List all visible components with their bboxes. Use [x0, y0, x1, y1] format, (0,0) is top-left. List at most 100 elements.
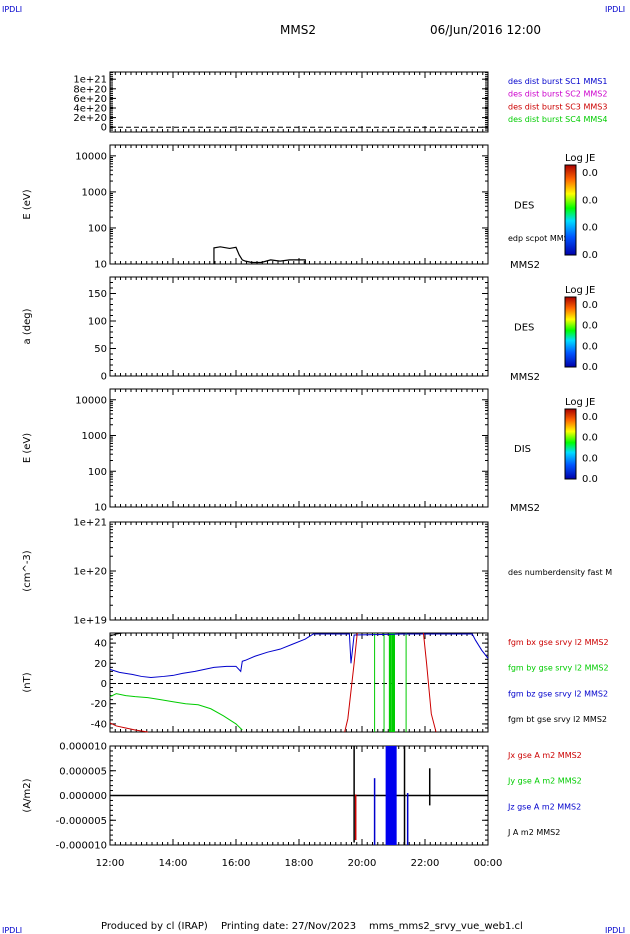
panel-p7: 0.000010 0.000005 0.000000 -0.000005 -0.0000… [22, 742, 582, 852]
y-tick-label: 40 [94, 639, 107, 650]
colorbar-tick-label: 0.0 [582, 433, 598, 444]
legend-entry: des dist burst SC1 MMS1 [508, 77, 607, 86]
panel-p3: 150 100 50 0 a (deg) DES MMS2 Log JE 0.0 0.0 0.0 0.… [22, 276, 598, 383]
spacecraft-title: MMS2 [280, 23, 316, 37]
legend-entry: fgm by gse srvy l2 MMS2 [508, 664, 609, 673]
colorbar-tick-label: 0.0 [582, 341, 598, 352]
y-tick-label: -20 [91, 699, 107, 710]
y-tick-label: 1000 [82, 187, 107, 198]
colorbar-tick-label: 0.0 [582, 321, 598, 332]
panel-frame [109, 276, 489, 377]
colorbar-title: Log JE [565, 397, 595, 408]
series-line-bx [422, 632, 437, 733]
y-tick-label: 1e+21 [73, 518, 107, 529]
y-axis-label: E (eV) [22, 433, 33, 463]
colorbar [564, 164, 577, 256]
time-tick-label: 00:00 [474, 858, 503, 869]
spacecraft-corner-label: MMS2 [510, 372, 540, 383]
series-line-bx [344, 632, 358, 733]
time-axis: 12:00 14:00 16:00 18:00 20:00 22:00 00:0… [96, 858, 503, 869]
y-tick-label: 10 [94, 503, 107, 514]
y-axis-label: E (eV) [22, 189, 33, 219]
colorbar-tick-label: 0.0 [582, 195, 598, 206]
jz-block [385, 746, 397, 845]
colorbar [564, 296, 577, 368]
series-line [109, 633, 489, 678]
corner-label-top-left: IPDLI [2, 5, 22, 14]
panel-p6: 40 20 0 -20 -40 (nT) fgm bx gse srvy l2 MMS2 fg… [22, 632, 609, 733]
y-axis-label: (nT) [22, 672, 33, 692]
colorbar-tick-label: 0.0 [582, 412, 598, 423]
colorbar-title: Log JE [565, 285, 595, 296]
y-tick-label: 10 [94, 260, 107, 271]
panel-frame [109, 388, 489, 508]
y-tick-label: 50 [94, 344, 107, 355]
colorbar-tick-label: 0.0 [582, 474, 598, 485]
y-tick-label: 0.000010 [59, 742, 107, 753]
panel-frame [109, 144, 489, 265]
time-tick-label: 12:00 [96, 858, 125, 869]
panel-frame [109, 71, 489, 133]
series-line [109, 722, 148, 733]
y-axis-label: a (deg) [22, 308, 33, 344]
colorbar-tick-label: 0.0 [582, 223, 598, 234]
series-line [109, 693, 243, 731]
y-tick-label: 100 [88, 467, 107, 478]
datetime-title: 06/Jun/2016 12:00 [430, 23, 541, 37]
y-tick-label: 0 [101, 123, 107, 134]
y-tick-label: -0.000010 [56, 841, 107, 852]
colorbar-tick-label: 0.0 [582, 168, 598, 179]
y-tick-label: 10000 [75, 395, 107, 406]
time-tick-label: 14:00 [159, 858, 188, 869]
overlay-line [213, 246, 306, 264]
y-tick-label: 0.000000 [59, 791, 107, 802]
legend-entry: des numberdensity fast M [508, 568, 612, 577]
y-tick-label: -0.000005 [56, 816, 107, 827]
series-line [109, 632, 123, 637]
legend-entry: J A m2 MMS2 [507, 828, 560, 837]
y-tick-label: 4e+20 [73, 104, 107, 115]
legend-entry: des dist burst SC2 MMS2 [508, 90, 607, 99]
legend-entry: des dist burst SC4 MMS4 [508, 115, 607, 124]
colorbar-tick-label: 0.0 [582, 362, 598, 373]
y-tick-label: 20 [94, 659, 107, 670]
file-name: mms_mms2_srvy_vue_web1.cl [369, 921, 523, 932]
colorbar-title: Log JE [565, 153, 595, 164]
legend-entry: Jx gse A m2 MMS2 [507, 751, 582, 760]
legend-entry: fgm bx gse srvy l2 MMS2 [508, 638, 609, 647]
corner-label-bottom-right: IPDLI [605, 926, 625, 934]
corner-label-bottom-left: IPDLI [2, 926, 22, 934]
time-tick-label: 20:00 [348, 858, 377, 869]
panel-p2: 10000 1000 100 10 E (eV) DES MMS2 edp scpot MMS… [22, 144, 598, 271]
instrument-label: DIS [514, 444, 531, 455]
y-axis-label: (A/m2) [22, 778, 33, 812]
y-tick-label: 100 [88, 317, 107, 328]
y-tick-label: 0.000005 [59, 766, 107, 777]
legend-entry: Jz gse A m2 MMS2 [507, 802, 581, 811]
legend-entry: Jy gse A m2 MMS2 [507, 777, 582, 786]
y-tick-label: 0 [101, 679, 107, 690]
time-tick-label: 22:00 [411, 858, 440, 869]
y-tick-label: -40 [91, 719, 107, 730]
y-tick-label: 1e+19 [73, 616, 107, 627]
time-tick-label: 16:00 [222, 858, 251, 869]
corner-label-top-right: IPDLI [605, 5, 625, 14]
legend-entry: des dist burst SC3 MMS3 [508, 102, 607, 111]
y-tick-label: 100 [88, 223, 107, 234]
y-tick-label: 1e+20 [73, 567, 107, 578]
instrument-label: DES [514, 201, 534, 212]
produced-by: Produced by cl (IRAP) [101, 921, 208, 932]
panel-frame [109, 521, 489, 621]
y-tick-label: 10000 [75, 151, 107, 162]
y-tick-label: 1000 [82, 431, 107, 442]
legend-entry: fgm bt gse srvy l2 MMS2 [508, 715, 607, 724]
y-axis-label: (cm^-3) [22, 550, 33, 591]
time-tick-label: 18:00 [285, 858, 314, 869]
y-tick-label: 150 [88, 289, 107, 300]
panel-p5: 1e+21 1e+20 1e+19 (cm^-3) des numberdensity … [22, 518, 612, 627]
y-tick-label: 1e+21 [73, 75, 107, 86]
spacecraft-corner-label: MMS2 [510, 503, 540, 514]
